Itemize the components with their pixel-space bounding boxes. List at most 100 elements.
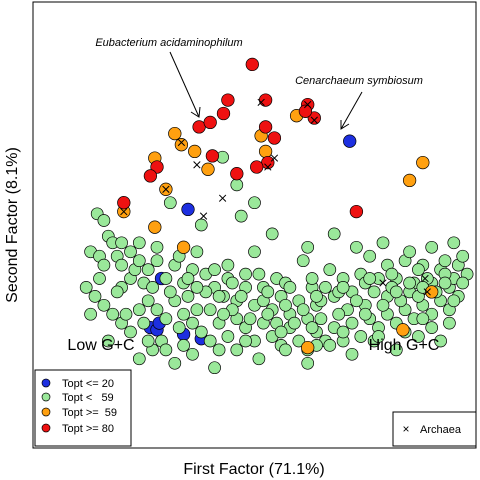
point-meso-156 xyxy=(296,303,310,317)
point-meso-207 xyxy=(212,290,226,303)
point-meso-112 xyxy=(323,263,337,276)
annotation-cenarchaeum: Cenarchaeum symbiosum xyxy=(295,75,423,87)
low-gc-label: Low G+C xyxy=(67,337,134,354)
point-meso-59 xyxy=(159,312,173,326)
point-meso-163 xyxy=(376,298,390,312)
annotation-eubacterium: Eubacterium acidaminophilum xyxy=(95,37,242,49)
point-meso-14 xyxy=(159,272,173,285)
archaea-marker-8 xyxy=(162,185,170,193)
point-meso-122 xyxy=(301,240,315,254)
point-meso-123 xyxy=(327,227,341,241)
point-meso-118 xyxy=(163,196,177,210)
archaea-marker-11 xyxy=(421,274,429,283)
point-meso-147 xyxy=(172,321,186,334)
point-meso-150 xyxy=(217,307,230,321)
point-meso-61 xyxy=(177,307,190,321)
point-meso-179 xyxy=(208,263,221,276)
point-meso-200 xyxy=(425,321,439,334)
archaea-marker-13 xyxy=(379,279,387,287)
point-meso-80 xyxy=(345,316,359,330)
point-thermo-4 xyxy=(201,162,215,176)
point-meso-151 xyxy=(234,290,248,303)
point-meso-131 xyxy=(314,312,328,326)
point-meso-191 xyxy=(159,343,173,357)
point-meso-159 xyxy=(332,307,346,321)
legend-entry-thermo: Topt >= 59 xyxy=(41,407,117,419)
point-meso-172 xyxy=(456,276,470,290)
point-thermo-3 xyxy=(188,144,202,159)
point-meso-97 xyxy=(208,361,221,375)
point-meso-153 xyxy=(261,307,275,321)
point-meso-176 xyxy=(146,281,159,294)
point-meso-81 xyxy=(354,330,368,343)
point-meso-187 xyxy=(412,263,425,276)
point-cold-7 xyxy=(343,134,357,148)
point-meso-177 xyxy=(163,285,177,299)
x-axis-label: First Factor (71.1%) xyxy=(183,461,324,478)
point-meso-160 xyxy=(350,294,363,308)
point-hyper-2 xyxy=(221,93,235,107)
annotation-eubacterium-arrow xyxy=(169,51,200,118)
archaea-marker-6 xyxy=(177,138,186,147)
legend-label-cold: Topt <= 20 xyxy=(62,378,114,390)
point-meso-105 xyxy=(389,343,403,357)
archaea-marker-2 xyxy=(310,116,318,124)
point-meso-13 xyxy=(150,254,164,268)
point-meso-66 xyxy=(221,330,235,343)
legend-entry-hyper: Topt >= 80 xyxy=(41,423,114,435)
temperature-legend: Topt <= 20 Topt < 59 Topt >= 59 Topt >= … xyxy=(34,369,132,447)
point-meso-155 xyxy=(288,316,301,330)
point-meso-56 xyxy=(132,303,146,317)
point-meso-124 xyxy=(230,178,244,192)
point-meso-7 xyxy=(97,258,111,272)
archaea-marker-4 xyxy=(270,154,279,162)
point-thermo-12 xyxy=(416,155,430,170)
point-meso-50 xyxy=(79,281,93,294)
plot-frame xyxy=(32,1,477,449)
point-hyper-3 xyxy=(216,106,231,121)
point-meso-74 xyxy=(292,334,306,348)
point-meso-62 xyxy=(186,316,199,330)
point-hyper-7 xyxy=(267,131,282,145)
point-meso-214 xyxy=(389,285,403,299)
point-meso-188 xyxy=(438,254,452,268)
point-meso-192 xyxy=(177,339,190,352)
point-hyper-0 xyxy=(245,57,259,72)
point-meso-108 xyxy=(221,258,235,272)
point-hyper-18 xyxy=(349,204,364,219)
point-meso-173 xyxy=(93,272,106,285)
point-meso-121 xyxy=(265,227,279,241)
annotation-cenarchaeum-arrow xyxy=(340,91,363,130)
annotation-cenarchaeum-arrowhead xyxy=(340,120,350,130)
point-meso-213 xyxy=(363,272,377,285)
point-meso-142 xyxy=(84,307,97,321)
point-meso-51 xyxy=(88,290,102,303)
point-meso-136 xyxy=(212,343,226,357)
point-hyper-5 xyxy=(205,149,220,163)
point-meso-9 xyxy=(115,258,128,272)
point-meso-2 xyxy=(97,214,111,227)
point-meso-113 xyxy=(350,240,363,254)
point-thermo-8 xyxy=(176,240,191,254)
legend-label-meso: Topt < 59 xyxy=(62,392,114,404)
point-meso-162 xyxy=(367,285,381,299)
point-thermo-13 xyxy=(402,173,417,188)
point-thermo-0 xyxy=(168,126,182,141)
point-meso-174 xyxy=(110,285,124,299)
point-meso-100 xyxy=(279,343,292,357)
point-meso-117 xyxy=(447,236,461,250)
point-meso-195 xyxy=(274,325,288,339)
point-meso-171 xyxy=(447,294,461,308)
legend-swatch-meso xyxy=(41,392,51,402)
point-meso-98 xyxy=(230,343,244,357)
point-meso-18 xyxy=(190,245,204,259)
point-thermo-15 xyxy=(301,340,315,355)
point-meso-190 xyxy=(141,334,155,348)
point-meso-119 xyxy=(194,218,208,232)
point-meso-194 xyxy=(239,334,252,348)
archaea-marker-1 xyxy=(304,100,312,109)
data-points xyxy=(79,57,474,375)
point-meso-183 xyxy=(305,272,319,285)
point-meso-58 xyxy=(150,303,164,317)
point-meso-157 xyxy=(305,321,319,334)
